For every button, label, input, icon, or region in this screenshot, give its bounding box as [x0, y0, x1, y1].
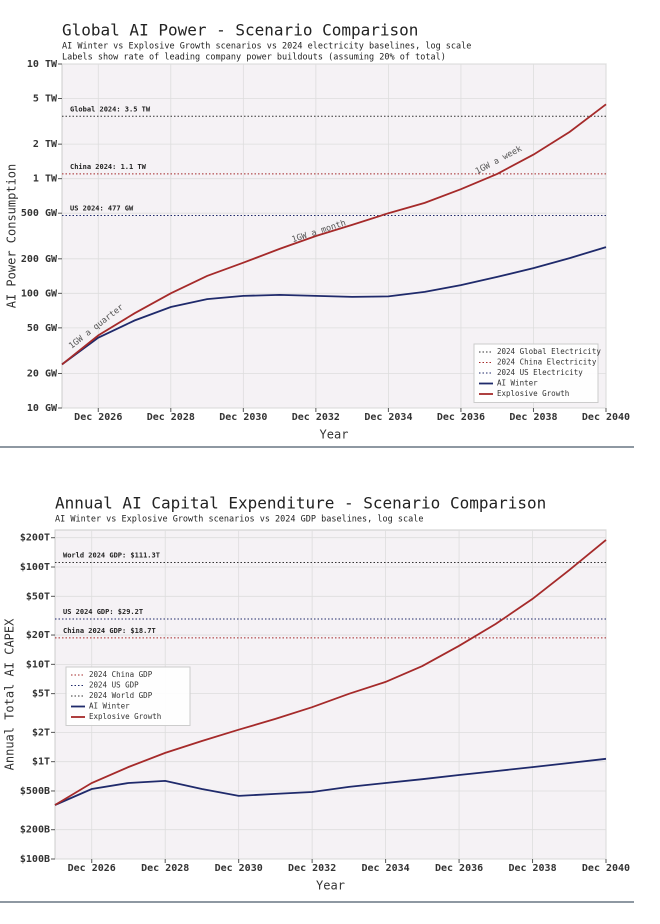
x-tick-label: Dec 2038 — [508, 863, 556, 874]
x-tick-label: Dec 2028 — [147, 412, 195, 423]
reference-label: World 2024 GDP: $111.3T — [63, 551, 160, 559]
series-line — [61, 246, 607, 366]
y-tick-label: 2 TW — [33, 139, 58, 150]
y-tick-label: 50 GW — [27, 323, 58, 334]
reference-label: US 2024 GDP: $29.2T — [63, 608, 143, 616]
legend-label: 2024 World GDP — [89, 691, 153, 700]
y-tick-label: 1 TW — [33, 174, 58, 185]
reference-label: Global 2024: 3.5 TW — [70, 105, 151, 113]
y-tick-label: $10T — [26, 659, 50, 670]
x-tick-label: Dec 2032 — [288, 863, 336, 874]
x-tick-label: Dec 2038 — [509, 412, 557, 423]
y-tick-label: 500 GW — [21, 208, 58, 219]
x-tick-label: Dec 2030 — [219, 412, 267, 423]
y-tick-label: 10 TW — [27, 59, 58, 70]
x-tick-label: Dec 2040 — [582, 863, 630, 874]
y-tick-label: $5T — [32, 689, 50, 700]
x-axis-label: Year — [320, 428, 349, 442]
legend-label: Explosive Growth — [89, 712, 161, 721]
y-tick-label: 200 GW — [21, 254, 58, 265]
y-tick-label: $1T — [32, 757, 50, 768]
y-tick-label: 10 GW — [27, 403, 58, 414]
y-tick-label: $200T — [20, 533, 50, 544]
legend-label: 2024 Global Electricity — [497, 347, 601, 356]
y-tick-label: $2T — [32, 727, 50, 738]
x-tick-label: Dec 2036 — [435, 863, 483, 874]
y-tick-label: $100T — [20, 562, 50, 573]
y-axis-label: Annual Total AI CAPEX — [3, 618, 17, 770]
y-tick-label: $20T — [26, 630, 50, 641]
reference-label: China 2024: 1.1 TW — [70, 163, 147, 171]
legend-label: 2024 China GDP — [89, 670, 153, 679]
y-axis-label: AI Power Consumption — [5, 164, 19, 309]
legend-label: AI Winter — [89, 702, 130, 711]
x-axis-label: Year — [316, 879, 345, 893]
y-tick-label: $50T — [26, 591, 50, 602]
x-tick-label: Dec 2034 — [364, 412, 412, 423]
x-tick-label: Dec 2028 — [141, 863, 189, 874]
legend-label: AI Winter — [497, 379, 538, 388]
x-tick-label: Dec 2026 — [74, 412, 122, 423]
chart-title: Annual AI Capital Expenditure - Scenario… — [55, 494, 546, 513]
reference-label: China 2024 GDP: $18.7T — [63, 627, 156, 635]
legend-label: Explosive Growth — [497, 389, 569, 398]
chart-title: Global AI Power - Scenario Comparison — [62, 21, 418, 40]
y-tick-label: 5 TW — [33, 94, 58, 105]
legend-label: 2024 US Electricity — [497, 368, 583, 377]
y-tick-label: $100B — [20, 854, 50, 865]
legend-label: 2024 China Electricity — [497, 358, 597, 367]
legend-label: 2024 US GDP — [89, 681, 139, 690]
subtitle: AI Winter vs Explosive Growth scenarios … — [55, 515, 423, 525]
x-tick-label: Dec 2030 — [215, 863, 263, 874]
subtitle: Labels show rate of leading company powe… — [62, 53, 446, 63]
y-tick-label: $500B — [20, 786, 50, 797]
y-tick-label: 20 GW — [27, 368, 58, 379]
x-tick-label: Dec 2040 — [582, 412, 630, 423]
reference-label: US 2024: 477 GW — [70, 205, 134, 213]
series-line — [61, 103, 607, 366]
y-tick-label: $200B — [20, 825, 50, 836]
x-tick-label: Dec 2036 — [437, 412, 485, 423]
y-tick-label: 100 GW — [21, 288, 58, 299]
x-tick-label: Dec 2034 — [362, 863, 410, 874]
x-tick-label: Dec 2026 — [68, 863, 116, 874]
legend-box — [473, 343, 599, 403]
x-tick-label: Dec 2032 — [292, 412, 340, 423]
series-line — [54, 757, 607, 806]
subtitle: AI Winter vs Explosive Growth scenarios … — [62, 42, 471, 52]
legend-box — [65, 666, 191, 726]
series-line — [54, 539, 607, 806]
